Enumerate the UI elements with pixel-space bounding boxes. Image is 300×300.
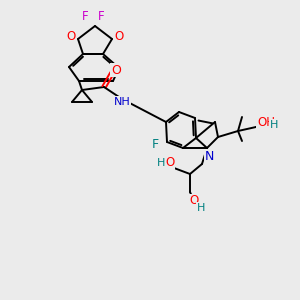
Text: N: N — [204, 149, 214, 163]
Text: F: F — [82, 11, 88, 23]
Text: NH: NH — [114, 97, 130, 107]
Text: F: F — [152, 139, 159, 152]
Text: H: H — [157, 158, 165, 168]
Text: O: O — [189, 194, 199, 208]
Text: H: H — [270, 120, 278, 130]
Text: O: O — [66, 29, 76, 43]
Text: O: O — [111, 64, 121, 76]
Text: O: O — [165, 157, 175, 169]
Text: F: F — [98, 10, 104, 22]
Text: OH: OH — [257, 116, 275, 130]
Text: H: H — [197, 203, 205, 213]
Text: O: O — [114, 29, 124, 43]
